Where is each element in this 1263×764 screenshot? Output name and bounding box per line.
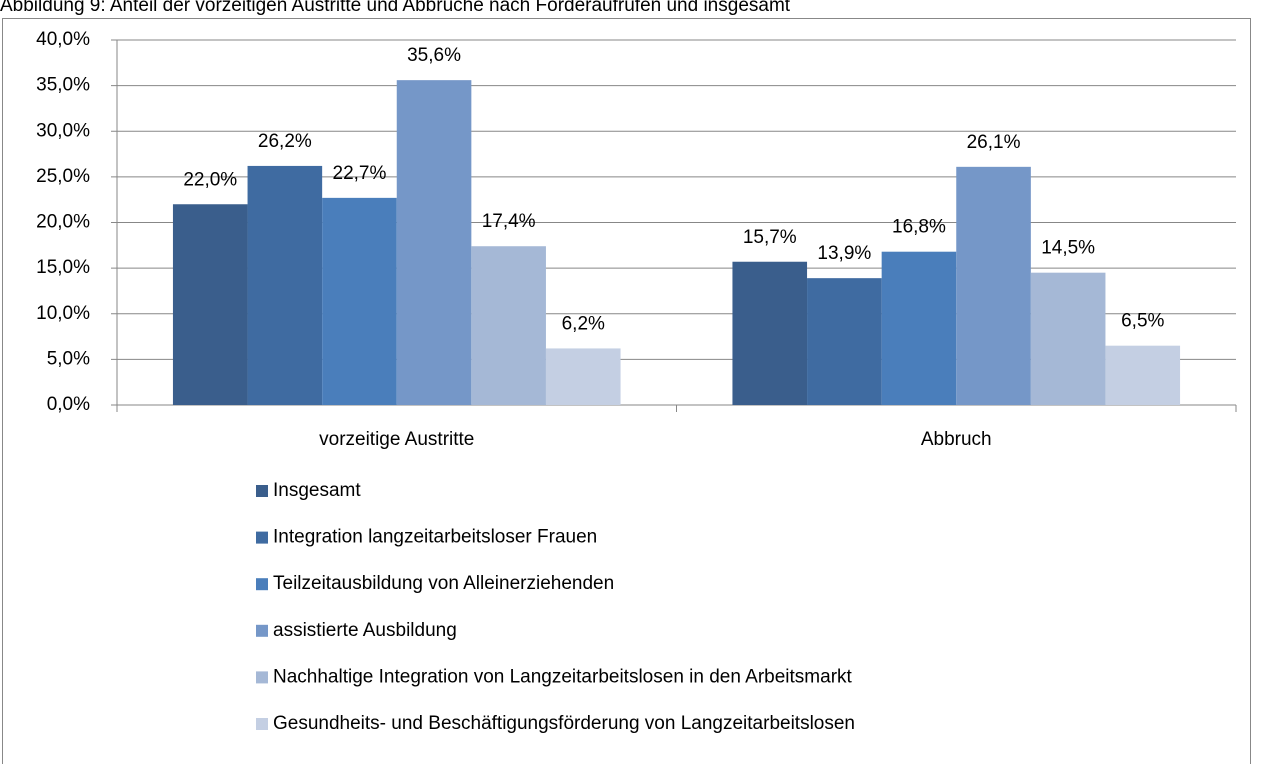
chart-title: Abbildung 9: Anteil der vorzeitigen Aust… [0,0,791,16]
data-label: 35,6% [407,45,461,66]
y-tick-label: 20,0% [36,212,90,233]
legend-label: Integration langzeitarbeitsloser Frauen [273,527,597,548]
bar [1030,272,1106,405]
data-label: 13,9% [817,243,871,264]
data-label: 6,2% [562,313,605,334]
bar [545,348,621,405]
bar [1105,345,1181,405]
y-tick-label: 0,0% [47,394,90,415]
bar [881,251,957,405]
legend-swatch [256,671,268,684]
legend-label: Insgesamt [273,480,361,501]
data-label: 26,2% [258,131,312,152]
legend-swatch [256,718,268,730]
bar [807,278,882,405]
bar [471,246,546,405]
y-tick-label: 5,0% [47,348,90,369]
bar [172,204,248,405]
chart-frame [2,18,1251,764]
y-tick-label: 10,0% [36,303,90,324]
y-tick-label: 35,0% [36,75,90,96]
legend-label: assistierte Ausbildung [273,620,457,641]
data-label: 17,4% [482,211,536,232]
y-tick-label: 40,0% [36,29,90,50]
bar [396,80,472,406]
data-label: 26,1% [967,132,1021,153]
bar [247,165,323,405]
y-tick-label: 15,0% [36,257,90,278]
legend-label: Teilzeitausbildung von Alleinerziehenden [273,573,614,594]
data-label: 15,7% [743,227,797,248]
legend-swatch [256,531,268,544]
data-label: 6,5% [1121,311,1164,332]
data-label: 22,0% [183,169,237,190]
data-label: 16,8% [892,217,946,238]
data-label: 14,5% [1041,238,1095,259]
legend-label: Gesundheits- und Beschäftigungsförderung… [273,713,855,734]
legend-label: Nachhaltige Integration von Langzeitarbe… [273,666,853,687]
x-tick-label: vorzeitige Austritte [319,429,474,450]
x-tick-label: Abbruch [921,429,992,450]
bar [732,261,808,405]
y-tick-label: 30,0% [36,120,90,141]
bar [322,197,397,405]
legend-swatch [256,485,268,497]
data-label: 22,7% [333,163,387,184]
bar [956,166,1031,405]
legend-swatch [256,578,268,591]
legend-swatch [256,624,268,637]
y-tick-label: 25,0% [36,166,90,187]
